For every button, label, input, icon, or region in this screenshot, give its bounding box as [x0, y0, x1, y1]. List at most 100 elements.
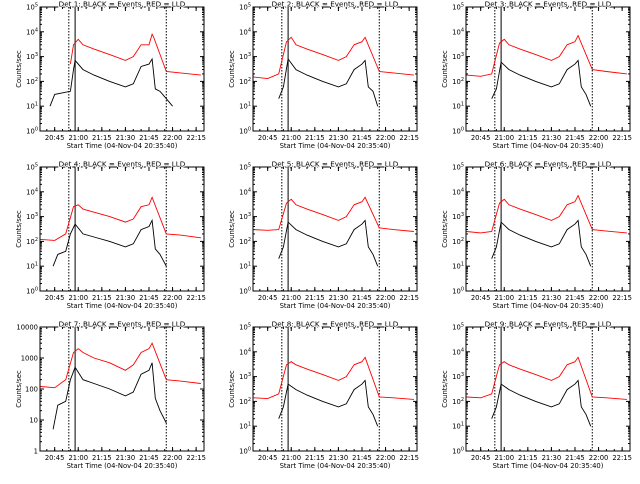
y-tick-label: 103	[452, 372, 464, 381]
x-tick-label: 21:00	[68, 134, 88, 142]
y-tick-label: 1	[34, 448, 38, 456]
x-tick-label: 20:45	[471, 134, 491, 142]
y-tick-label: 100	[26, 127, 38, 136]
x-axis-label: Start Time (04-Nov-04 20:35:40)	[67, 142, 178, 150]
x-tick-label: 22:00	[163, 134, 183, 142]
y-tick-label: 103	[452, 212, 464, 221]
x-tick-label: 21:45	[565, 294, 585, 302]
x-tick-label: 21:00	[494, 134, 514, 142]
x-axis-label: Start Time (04-Nov-04 20:35:40)	[280, 302, 391, 310]
y-tick-label: 104	[239, 347, 251, 356]
plot-frame	[39, 166, 205, 292]
x-tick-label: 21:00	[281, 454, 301, 462]
y-tick-label: 100	[452, 447, 464, 456]
y-tick-label: 105	[452, 3, 464, 12]
y-tick-label: 101	[239, 262, 251, 271]
x-tick-label: 22:00	[376, 294, 396, 302]
y-tick-label: 100	[239, 287, 251, 296]
lld-series-line	[466, 194, 627, 234]
y-tick-label: 102	[26, 77, 38, 86]
x-tick-label: 22:15	[399, 454, 419, 462]
lld-series-line	[40, 342, 201, 389]
y-axis-label: Counts/sec	[15, 210, 23, 248]
x-tick-label: 21:15	[92, 134, 112, 142]
y-axis-label: Counts/sec	[441, 50, 449, 88]
y-tick-label: 103	[452, 52, 464, 61]
y-tick-label: 104	[452, 347, 464, 356]
x-tick-label: 22:15	[399, 294, 419, 302]
y-tick-label: 104	[452, 27, 464, 36]
x-tick-label: 22:15	[186, 134, 206, 142]
lld-series-line	[69, 32, 201, 76]
y-tick-label: 105	[452, 323, 464, 332]
panel-title: Det 6: BLACK = Events, RED = LLD	[485, 160, 612, 169]
x-tick-label: 20:45	[45, 294, 65, 302]
events-series-line	[491, 59, 592, 107]
x-tick-label: 22:00	[376, 134, 396, 142]
x-tick-label: 22:00	[589, 454, 609, 462]
x-tick-label: 21:15	[518, 294, 538, 302]
plot-frame	[465, 326, 631, 452]
x-tick-label: 20:45	[471, 454, 491, 462]
x-tick-label: 21:30	[116, 454, 136, 462]
panel-title: Det 1: BLACK = Events, RED = LLD	[59, 0, 186, 9]
y-axis-label: Counts/sec	[228, 370, 236, 408]
x-tick-label: 21:15	[305, 454, 325, 462]
y-tick-label: 10000	[16, 324, 38, 332]
events-series-line	[278, 57, 379, 107]
lld-series-line	[466, 356, 627, 400]
lld-series-line	[466, 34, 627, 77]
y-axis-label: Counts/sec	[441, 210, 449, 248]
plot-frame	[39, 6, 205, 132]
y-tick-label: 101	[239, 102, 251, 111]
events-series-line	[52, 362, 167, 430]
lld-series-line	[40, 196, 201, 241]
y-tick-label: 100	[452, 127, 464, 136]
x-tick-label: 22:15	[612, 454, 632, 462]
events-series-line	[52, 218, 167, 267]
y-axis-label: Counts/sec	[228, 50, 236, 88]
plot-frame	[252, 6, 418, 132]
x-tick-label: 21:15	[305, 134, 325, 142]
y-tick-label: 104	[452, 187, 464, 196]
y-tick-label: 101	[452, 422, 464, 431]
y-tick-label: 102	[239, 77, 251, 86]
plot-frame	[252, 326, 418, 452]
x-tick-label: 21:30	[329, 454, 349, 462]
x-tick-label: 21:00	[68, 454, 88, 462]
y-tick-label: 103	[239, 52, 251, 61]
panel-title: Det 8: BLACK = Events, RED = LLD	[272, 320, 399, 329]
y-axis-label: Counts/sec	[441, 370, 449, 408]
x-tick-label: 20:45	[45, 454, 65, 462]
x-tick-label: 21:00	[494, 294, 514, 302]
y-axis-label: Counts/sec	[15, 50, 23, 88]
y-tick-label: 105	[239, 323, 251, 332]
y-tick-label: 105	[26, 3, 38, 12]
x-tick-label: 21:30	[542, 454, 562, 462]
x-tick-label: 22:15	[612, 134, 632, 142]
x-tick-label: 21:30	[542, 294, 562, 302]
y-tick-label: 105	[239, 163, 251, 172]
x-tick-label: 21:15	[518, 134, 538, 142]
y-tick-label: 104	[26, 27, 38, 36]
y-tick-label: 105	[26, 163, 38, 172]
x-tick-label: 21:00	[68, 294, 88, 302]
x-tick-label: 21:45	[565, 134, 585, 142]
y-tick-label: 102	[452, 237, 464, 246]
y-tick-label: 104	[26, 187, 38, 196]
x-tick-label: 21:45	[352, 454, 372, 462]
y-tick-label: 102	[239, 237, 251, 246]
y-tick-label: 103	[239, 372, 251, 381]
x-tick-label: 21:15	[92, 454, 112, 462]
x-tick-label: 21:45	[139, 454, 159, 462]
y-tick-label: 103	[26, 52, 38, 61]
y-tick-label: 101	[452, 102, 464, 111]
events-series-line	[491, 379, 592, 427]
